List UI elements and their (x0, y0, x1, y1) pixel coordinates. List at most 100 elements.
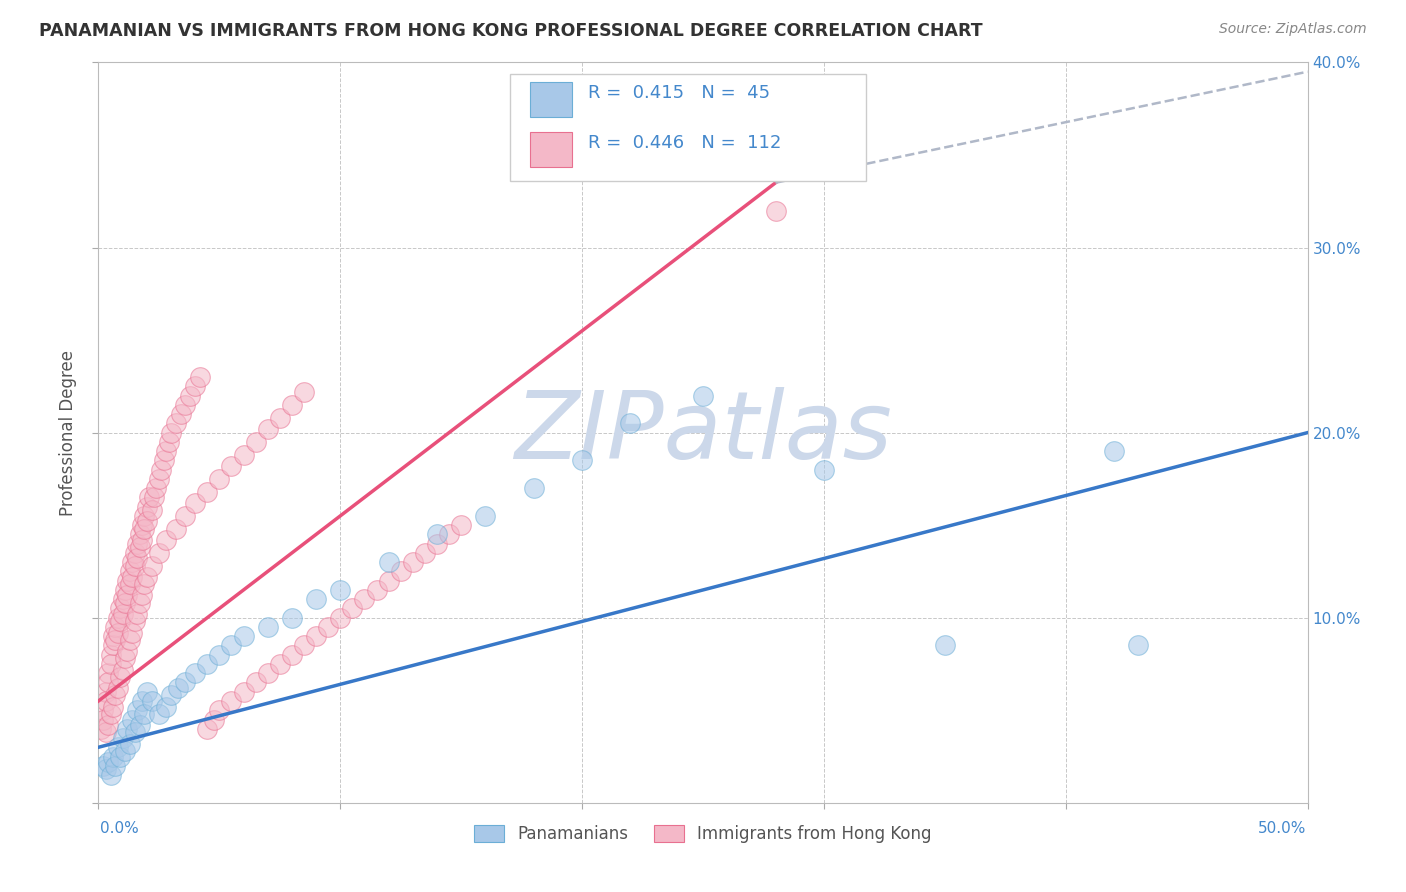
Point (221, 458, 243, 473)
Point (195, 722, 218, 736)
Point (292, 384, 315, 399)
Point (100, 768, 122, 782)
Point (148, 546, 170, 560)
Text: Source: ZipAtlas.com: Source: ZipAtlas.com (1219, 22, 1367, 37)
Point (765, 203, 787, 218)
Point (148, 706, 170, 721)
Point (114, 596, 136, 610)
Point (117, 644, 139, 658)
Bar (530, 82, 572, 117)
Point (342, 601, 364, 615)
Point (138, 491, 160, 505)
Point (131, 533, 153, 547)
Point (256, 620, 278, 634)
Point (1102, 444, 1125, 458)
Point (107, 681, 129, 695)
Point (127, 607, 149, 621)
Point (184, 666, 207, 681)
Point (131, 694, 153, 708)
Point (107, 740, 129, 755)
Point (114, 582, 136, 597)
Point (141, 558, 163, 573)
Point (204, 713, 226, 727)
Point (450, 518, 472, 533)
Point (104, 620, 127, 634)
Point (104, 758, 127, 772)
Point (208, 703, 231, 717)
Point (107, 610, 129, 624)
Point (619, 417, 641, 431)
Point (281, 610, 304, 624)
Point (160, 689, 183, 703)
Point (353, 592, 375, 607)
Point (208, 648, 231, 662)
Point (329, 610, 352, 624)
Point (232, 448, 254, 462)
Point (329, 582, 352, 597)
Point (124, 558, 146, 573)
Point (114, 744, 136, 758)
Point (127, 551, 149, 566)
Point (134, 508, 156, 523)
Point (121, 625, 143, 640)
Point (117, 722, 139, 736)
Point (94, 685, 117, 699)
Point (389, 565, 412, 579)
Point (169, 407, 191, 421)
Point (305, 629, 328, 643)
Point (221, 694, 243, 708)
Point (108, 615, 131, 629)
Point (195, 657, 218, 671)
Point (157, 434, 180, 449)
Point (135, 500, 157, 514)
Point (128, 527, 150, 541)
Point (232, 629, 254, 643)
Text: PANAMANIAN VS IMMIGRANTS FROM HONG KONG PROFESSIONAL DEGREE CORRELATION CHART: PANAMANIAN VS IMMIGRANTS FROM HONG KONG … (39, 22, 983, 40)
Point (91, 758, 114, 772)
Point (221, 639, 243, 653)
Point (281, 648, 304, 662)
Point (94, 694, 117, 708)
Point (245, 434, 267, 449)
Point (118, 632, 141, 647)
Point (195, 484, 218, 499)
Point (101, 749, 124, 764)
Point (934, 639, 956, 653)
Point (121, 570, 143, 584)
Point (135, 515, 157, 529)
Point (97, 718, 120, 732)
Point (128, 541, 150, 555)
Point (269, 657, 291, 671)
Point (150, 462, 173, 476)
Point (167, 681, 190, 695)
Point (124, 725, 146, 739)
Point (141, 503, 163, 517)
Point (101, 629, 124, 643)
Point (165, 417, 187, 431)
Point (111, 663, 134, 677)
Y-axis label: Professional Degree: Professional Degree (59, 350, 77, 516)
Point (91, 703, 114, 717)
Point (131, 518, 153, 533)
Point (474, 508, 496, 523)
Point (134, 577, 156, 591)
Point (124, 615, 146, 629)
Point (108, 601, 131, 615)
Point (692, 388, 714, 402)
Point (571, 453, 593, 467)
Point (128, 596, 150, 610)
Point (118, 737, 141, 751)
Point (232, 685, 254, 699)
Point (281, 398, 304, 412)
Point (118, 577, 141, 591)
Point (127, 703, 149, 717)
Point (269, 410, 291, 425)
Legend: Panamanians, Immigrants from Hong Kong: Panamanians, Immigrants from Hong Kong (468, 819, 938, 850)
Point (108, 670, 131, 684)
Point (152, 453, 174, 467)
Point (413, 546, 436, 560)
Point (245, 675, 267, 690)
Point (174, 508, 197, 523)
Point (188, 370, 211, 384)
Point (108, 749, 131, 764)
